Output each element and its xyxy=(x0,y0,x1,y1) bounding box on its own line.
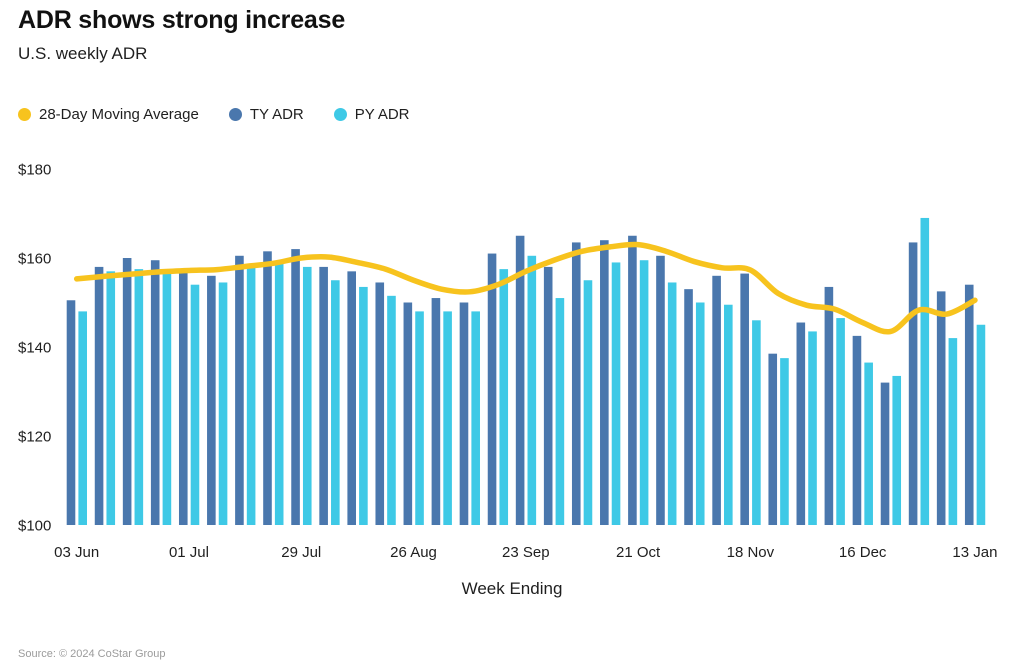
py-adr-bar xyxy=(724,304,733,525)
py-adr-bar xyxy=(555,298,565,525)
ty-adr-bar xyxy=(964,284,974,525)
py-adr-bar xyxy=(611,262,621,525)
ty-adr-bar xyxy=(543,266,553,525)
ty-adr-bar xyxy=(403,302,413,525)
ty-adr-bar xyxy=(908,242,918,526)
chart-title: ADR shows strong increase xyxy=(18,6,346,34)
py-adr-bar xyxy=(218,282,228,525)
py-adr-bar xyxy=(78,311,87,525)
ty-adr-bar xyxy=(122,258,132,525)
legend-item-ty-adr: TY ADR xyxy=(228,106,304,123)
py-adr-bar xyxy=(920,217,930,525)
py-adr-bar xyxy=(583,280,593,525)
source-text: Source: © 2024 CoStar Group xyxy=(18,648,166,660)
legend-item-moving-average: 28-Day Moving Average xyxy=(18,106,199,123)
legend-label-py-adr: PY ADR xyxy=(354,106,410,123)
py-adr-bar xyxy=(246,264,256,525)
x-tick-label: 18 Nov xyxy=(727,544,775,561)
moving-average-dot-icon xyxy=(18,108,31,121)
legend-item-py-adr: PY ADR xyxy=(333,106,410,123)
ty-adr-bar xyxy=(94,266,104,525)
py-adr-bar xyxy=(471,311,480,525)
py-adr-bar xyxy=(639,260,649,525)
py-adr-bar xyxy=(892,375,902,525)
py-adr-bar xyxy=(190,284,200,525)
y-tick-label: $180 xyxy=(18,162,51,179)
py-adr-bar xyxy=(134,269,144,525)
ty-adr-bar xyxy=(207,275,216,525)
ty-adr-bar xyxy=(263,251,272,525)
py-adr-bar xyxy=(415,311,424,525)
y-tick-label: $160 xyxy=(18,251,51,268)
ty-adr-bar xyxy=(600,240,609,525)
y-tick-label: $120 xyxy=(18,429,51,446)
ty-adr-bar xyxy=(571,242,581,526)
y-tick-label: $100 xyxy=(18,518,51,535)
ty-adr-bar xyxy=(852,335,862,525)
ty-adr-bar xyxy=(824,286,834,525)
py-adr-bar xyxy=(667,282,677,525)
y-tick-label: $140 xyxy=(18,340,51,357)
x-tick-label: 26 Aug xyxy=(390,544,437,561)
py-adr-dot-icon xyxy=(333,108,347,121)
ty-adr-bar xyxy=(150,260,160,525)
ty-adr-bar xyxy=(768,353,778,525)
py-adr-bar xyxy=(499,269,509,525)
py-adr-bar xyxy=(274,262,284,525)
py-adr-bar xyxy=(780,358,789,525)
py-adr-bar xyxy=(695,302,705,525)
py-adr-bar xyxy=(752,320,761,525)
ty-adr-bar xyxy=(66,300,76,525)
py-adr-bar xyxy=(808,331,817,525)
py-adr-bar xyxy=(948,338,958,525)
ty-adr-bar xyxy=(684,289,693,525)
x-tick-label: 01 Jul xyxy=(169,544,209,561)
py-adr-bar xyxy=(527,255,537,525)
x-tick-label: 23 Sep xyxy=(502,544,550,561)
legend-label-ty-adr: TY ADR xyxy=(249,106,304,123)
ty-adr-bar xyxy=(656,255,665,525)
py-adr-bar xyxy=(106,271,116,525)
ty-adr-bar xyxy=(880,382,890,525)
py-adr-bar xyxy=(864,362,873,525)
ty-adr-bar xyxy=(796,322,806,525)
x-axis-title: Week Ending xyxy=(461,579,563,598)
ty-adr-bar xyxy=(375,282,385,525)
ty-adr-bar xyxy=(291,249,300,525)
x-tick-label: 21 Oct xyxy=(616,544,661,561)
legend: 28-Day Moving Average TY ADR PY ADR xyxy=(18,106,409,123)
ty-adr-bar xyxy=(235,255,244,525)
x-tick-label: 16 Dec xyxy=(839,544,887,561)
py-adr-bar xyxy=(976,324,986,525)
moving-average-line xyxy=(73,241,978,335)
py-adr-bar xyxy=(331,280,340,525)
py-adr-bar xyxy=(443,311,452,525)
ty-adr-bar xyxy=(347,271,356,525)
chart-subtitle: U.S. weekly ADR xyxy=(18,44,148,63)
ty-adr-bar xyxy=(515,235,525,525)
x-tick-label: 29 Jul xyxy=(281,544,321,561)
py-adr-bar xyxy=(836,318,845,525)
ty-adr-bar xyxy=(740,273,749,525)
ty-adr-bar xyxy=(431,298,441,525)
ty-adr-bar xyxy=(628,235,637,525)
ty-adr-dot-icon xyxy=(228,108,242,121)
ty-adr-bar xyxy=(459,302,469,525)
py-adr-bar xyxy=(302,266,312,525)
py-adr-bar xyxy=(359,286,368,525)
x-tick-label: 03 Jun xyxy=(54,544,99,561)
x-tick-label: 13 Jan xyxy=(952,544,997,561)
ty-adr-bar xyxy=(936,291,946,525)
ty-adr-bar xyxy=(319,266,328,525)
ty-adr-bar xyxy=(178,269,188,525)
py-adr-bar xyxy=(162,269,172,525)
ty-adr-bar xyxy=(487,253,497,526)
ty-adr-bar xyxy=(712,275,721,525)
legend-label-moving-average: 28-Day Moving Average xyxy=(39,106,199,123)
py-adr-bar xyxy=(387,295,396,525)
